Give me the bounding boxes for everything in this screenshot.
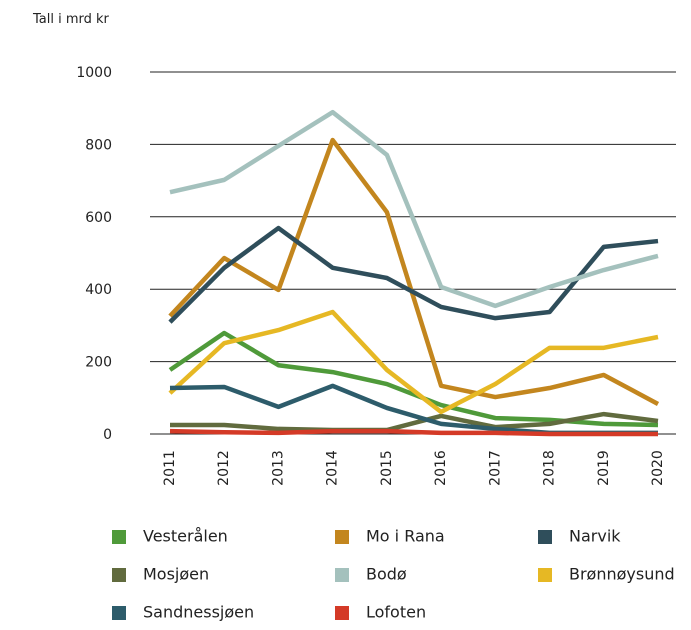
x-tick-label: 2014 bbox=[325, 450, 341, 486]
legend-label: Vesterålen bbox=[143, 527, 228, 546]
legend-swatch bbox=[335, 606, 349, 620]
legend-swatch bbox=[112, 606, 126, 620]
legend-label: Lofoten bbox=[366, 603, 426, 622]
y-tick-label: 600 bbox=[85, 210, 112, 226]
legend-swatch bbox=[335, 568, 349, 582]
x-tick-label: 2020 bbox=[650, 450, 666, 486]
legend-label: Mosjøen bbox=[143, 565, 209, 584]
line bbox=[168, 309, 659, 415]
line bbox=[169, 428, 658, 437]
y-tick-label: 1000 bbox=[76, 65, 112, 81]
line bbox=[168, 137, 660, 406]
legend-swatch bbox=[538, 568, 552, 582]
y-tick-label: 800 bbox=[85, 137, 112, 153]
legend-swatch bbox=[112, 530, 126, 544]
y-tick-label: 400 bbox=[85, 282, 112, 298]
y-axis-title: Tall i mrd kr bbox=[32, 12, 110, 27]
x-tick-label: 2011 bbox=[162, 450, 178, 486]
legend-swatch bbox=[335, 530, 349, 544]
legend-label: Mo i Rana bbox=[366, 527, 445, 546]
legend-label: Bodø bbox=[366, 565, 407, 584]
line bbox=[170, 411, 659, 433]
x-tick-label: 2012 bbox=[216, 450, 232, 486]
x-tick-label: 2013 bbox=[270, 450, 286, 486]
legend-swatch bbox=[538, 530, 552, 544]
x-tick-label: 2017 bbox=[487, 450, 503, 486]
y-tick-label: 200 bbox=[85, 355, 112, 371]
line bbox=[168, 330, 659, 428]
y-tick-label: 0 bbox=[103, 427, 112, 443]
x-tick-label: 2019 bbox=[596, 450, 612, 486]
x-tick-label: 2016 bbox=[433, 450, 449, 486]
legend-swatch bbox=[112, 568, 126, 582]
x-tick-label: 2018 bbox=[542, 450, 558, 486]
legend-label: Sandnessjøen bbox=[143, 603, 254, 622]
x-tick-label: 2015 bbox=[379, 450, 395, 486]
legend-label: Narvik bbox=[569, 527, 621, 546]
line bbox=[169, 109, 659, 309]
legend-label: Brønnøysund bbox=[569, 565, 675, 584]
